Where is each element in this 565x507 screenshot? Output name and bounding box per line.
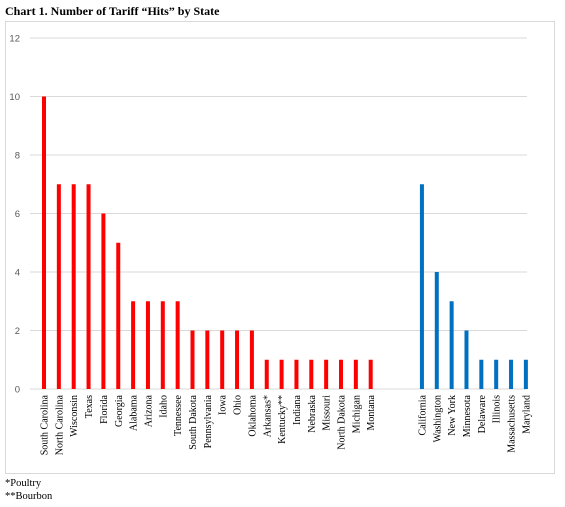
x-tick-label: Georgia [114, 394, 125, 427]
x-tick-label: South Dakota [188, 394, 199, 449]
bar-iowa [220, 330, 225, 389]
bar-kentucky [279, 359, 284, 389]
bar-arkansas [264, 359, 269, 389]
bar-alabama [131, 301, 136, 389]
y-tick-label: 0 [15, 385, 20, 396]
x-tick-label: Oklahoma [247, 394, 258, 436]
bar-pennsylvania [205, 330, 210, 389]
x-tick-label: Alabama [129, 394, 140, 431]
bar-georgia [116, 242, 121, 389]
x-tick-label: South Carolina [40, 394, 51, 455]
x-tick-label: Pennsylvania [203, 394, 214, 448]
bar-oklahoma [249, 330, 254, 389]
bar-new-york [449, 301, 454, 389]
x-tick-label: Florida [99, 394, 110, 423]
bar-washington [434, 272, 439, 389]
x-tick-label: Illinois [492, 395, 503, 423]
bar-ohio [235, 330, 240, 389]
x-tick-label: North Carolina [54, 394, 65, 455]
bar-north-dakota [339, 359, 343, 389]
y-tick-label: 12 [9, 34, 20, 45]
bar-illinois [494, 359, 499, 389]
x-tick-label: Missouri [322, 395, 333, 431]
bar-delaware [479, 359, 484, 389]
x-tick-label: Kentucky** [277, 395, 288, 444]
y-tick-label: 6 [15, 209, 20, 220]
x-tick-label: Tennessee [173, 394, 184, 436]
bar-montana [368, 359, 373, 389]
bar-missouri [324, 359, 329, 389]
x-tick-label: Indiana [292, 394, 303, 425]
x-tick-label: Nebraska [307, 394, 318, 432]
bar-wisconsin [71, 184, 76, 389]
x-tick-label: Iowa [218, 394, 229, 415]
x-tick-label: Maryland [521, 395, 532, 434]
chart-title: Chart 1. Number of Tariff “Hits” by Stat… [5, 4, 220, 18]
bar-south-carolina [42, 96, 46, 389]
x-tick-label: Montana [366, 394, 377, 430]
x-tick-label: Idaho [158, 395, 169, 418]
x-tick-label: California [417, 394, 428, 435]
y-tick-label: 2 [15, 326, 20, 337]
bar-texas [86, 184, 91, 389]
bar-michigan [353, 359, 358, 389]
x-tick-label: Ohio [233, 395, 244, 415]
x-tick-label: Washington [432, 395, 443, 443]
footnotes: *Poultry **Bourbon [5, 478, 52, 503]
x-tick-label: Texas [84, 395, 95, 418]
x-tick-label: Arizona [143, 394, 154, 427]
x-tick-label: Michigan [351, 395, 362, 433]
x-tick-label: New York [447, 395, 458, 436]
x-tick-label: Arkansas* [262, 395, 273, 437]
bar-indiana [294, 359, 299, 389]
x-tick-label: Wisconsin [69, 395, 80, 437]
bar-idaho [160, 301, 165, 389]
footnote-poultry: *Poultry [5, 478, 42, 489]
x-tick-label: Delaware [477, 394, 488, 433]
bar-arizona [145, 301, 150, 389]
bar-south-dakota [190, 330, 195, 389]
x-tick-label: Minnesota [462, 394, 473, 437]
bar-north-carolina [56, 184, 61, 389]
footnote-bourbon: **Bourbon [5, 490, 53, 502]
chart-frame [5, 21, 555, 474]
bar-nebraska [309, 359, 314, 389]
bar-california [419, 184, 424, 389]
bar-florida [101, 213, 106, 389]
bar-massachusetts [509, 359, 514, 389]
bar-minnesota [464, 330, 469, 389]
x-tick-label: Massachusetts [507, 395, 518, 453]
y-tick-label: 8 [15, 151, 20, 162]
y-tick-label: 10 [9, 92, 20, 103]
bar-tennessee [175, 301, 180, 389]
y-tick-label: 4 [15, 268, 20, 279]
x-tick-label: North Dakota [337, 394, 348, 449]
bar-maryland [523, 359, 528, 389]
